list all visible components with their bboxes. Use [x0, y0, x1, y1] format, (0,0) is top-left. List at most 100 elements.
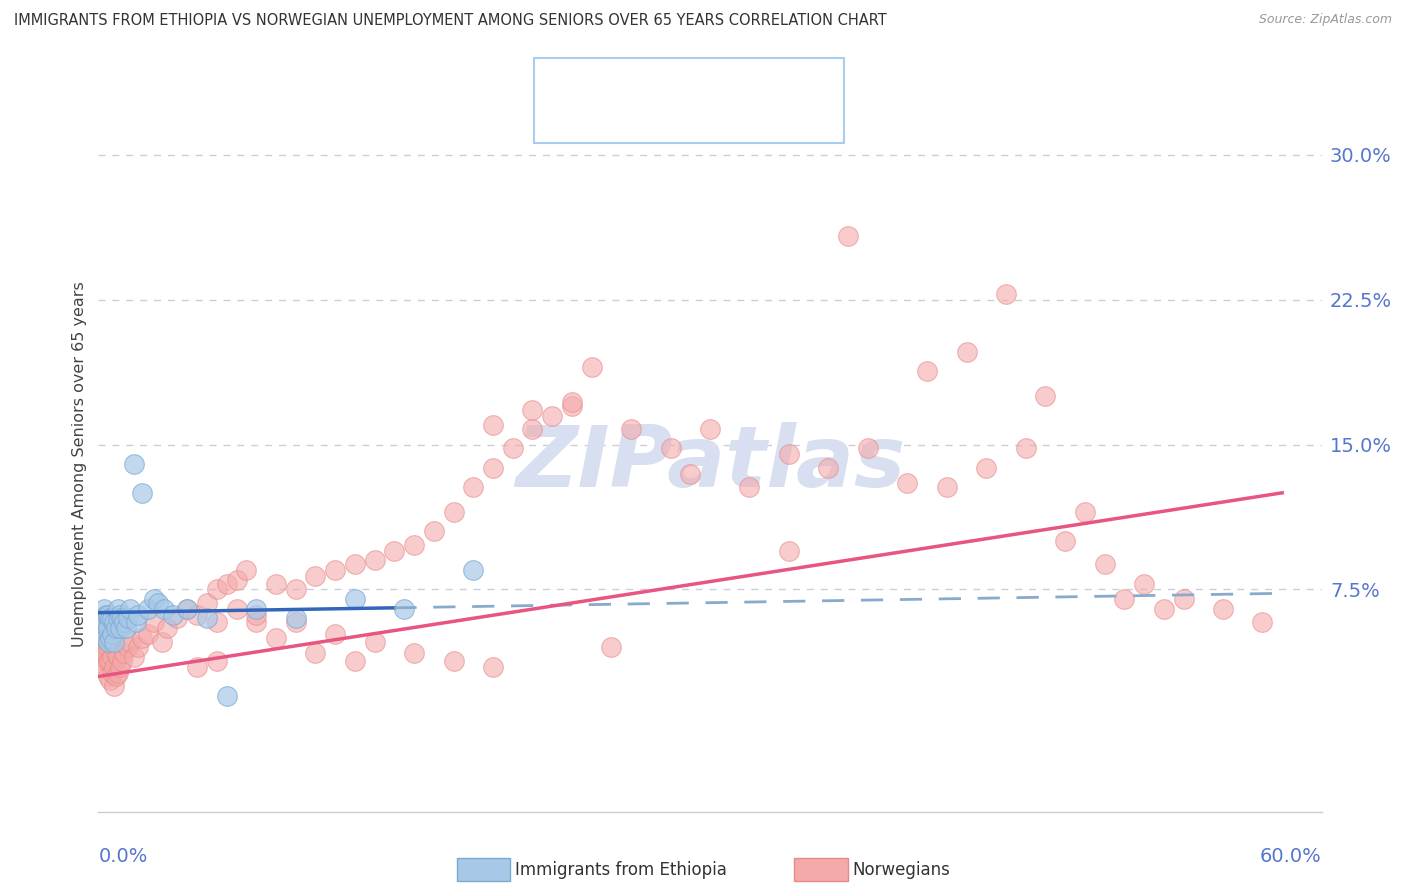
- Text: 44: 44: [778, 72, 808, 90]
- Text: R =: R =: [592, 72, 630, 90]
- Point: [463, 563, 485, 577]
- Point: [1212, 602, 1234, 616]
- Point: [284, 582, 307, 597]
- Point: [225, 573, 247, 587]
- Point: [142, 615, 165, 630]
- Point: [91, 611, 114, 625]
- Point: [323, 627, 346, 641]
- Point: [1153, 602, 1175, 616]
- Point: [91, 634, 114, 648]
- Point: [581, 360, 603, 375]
- Point: [162, 607, 184, 622]
- Point: [343, 558, 366, 572]
- Point: [225, 602, 247, 616]
- Point: [112, 646, 135, 660]
- Point: [1173, 592, 1195, 607]
- Point: [108, 621, 131, 635]
- Point: [93, 654, 115, 668]
- Point: [111, 654, 134, 668]
- Point: [502, 442, 524, 456]
- Point: [105, 646, 128, 660]
- Point: [125, 615, 148, 630]
- Point: [994, 286, 1017, 301]
- Point: [101, 665, 124, 680]
- Point: [541, 409, 564, 423]
- Point: [205, 615, 228, 630]
- Point: [96, 646, 118, 660]
- Point: [101, 634, 124, 648]
- Point: [150, 634, 173, 648]
- Point: [856, 442, 879, 456]
- Point: [363, 634, 385, 648]
- Text: IMMIGRANTS FROM ETHIOPIA VS NORWEGIAN UNEMPLOYMENT AMONG SENIORS OVER 65 YEARS C: IMMIGRANTS FROM ETHIOPIA VS NORWEGIAN UN…: [14, 13, 887, 29]
- Point: [96, 615, 118, 630]
- Point: [482, 660, 505, 674]
- Point: [215, 576, 238, 591]
- Bar: [544, 65, 582, 96]
- Point: [304, 569, 326, 583]
- Point: [103, 615, 125, 630]
- Point: [118, 602, 141, 616]
- Point: [96, 631, 118, 645]
- Point: [131, 631, 153, 645]
- Point: [97, 654, 120, 668]
- Point: [117, 640, 139, 655]
- Point: [93, 640, 115, 655]
- Point: [103, 660, 125, 674]
- Point: [108, 660, 131, 674]
- Point: [96, 660, 118, 674]
- Point: [343, 592, 366, 607]
- Point: [117, 611, 139, 625]
- Point: [679, 467, 702, 481]
- Point: [98, 631, 121, 645]
- Point: [131, 485, 153, 500]
- Text: 0.384: 0.384: [648, 112, 704, 129]
- Point: [1133, 576, 1156, 591]
- Point: [600, 640, 623, 655]
- Point: [935, 480, 957, 494]
- Point: [443, 654, 465, 668]
- Point: [176, 602, 198, 616]
- Point: [97, 607, 120, 622]
- Point: [118, 634, 141, 648]
- Point: [136, 627, 159, 641]
- Point: [304, 646, 326, 660]
- Text: 0.0%: 0.0%: [98, 847, 148, 866]
- Point: [146, 596, 169, 610]
- Point: [93, 611, 115, 625]
- Point: [264, 631, 287, 645]
- Point: [1054, 534, 1077, 549]
- Point: [522, 422, 544, 436]
- Point: [915, 364, 938, 378]
- Text: Norwegians: Norwegians: [852, 861, 950, 879]
- Point: [127, 607, 149, 622]
- Point: [186, 660, 208, 674]
- Point: [620, 422, 643, 436]
- Point: [404, 538, 426, 552]
- Point: [101, 650, 124, 665]
- Point: [1074, 505, 1097, 519]
- Point: [142, 592, 165, 607]
- Point: [97, 621, 120, 635]
- Point: [98, 611, 121, 625]
- Point: [176, 602, 198, 616]
- Point: [382, 544, 405, 558]
- Point: [97, 627, 120, 641]
- Point: [91, 621, 114, 635]
- Point: [115, 621, 138, 635]
- Point: [896, 476, 918, 491]
- Point: [93, 621, 115, 635]
- Point: [97, 634, 120, 648]
- Point: [522, 402, 544, 417]
- Point: [93, 602, 115, 616]
- Point: [245, 607, 267, 622]
- Point: [98, 673, 121, 688]
- Point: [107, 602, 129, 616]
- Point: [205, 654, 228, 668]
- Point: [103, 679, 125, 693]
- Point: [152, 602, 174, 616]
- Point: [482, 460, 505, 475]
- Point: [107, 650, 129, 665]
- Point: [245, 602, 267, 616]
- Text: 60.0%: 60.0%: [1260, 847, 1322, 866]
